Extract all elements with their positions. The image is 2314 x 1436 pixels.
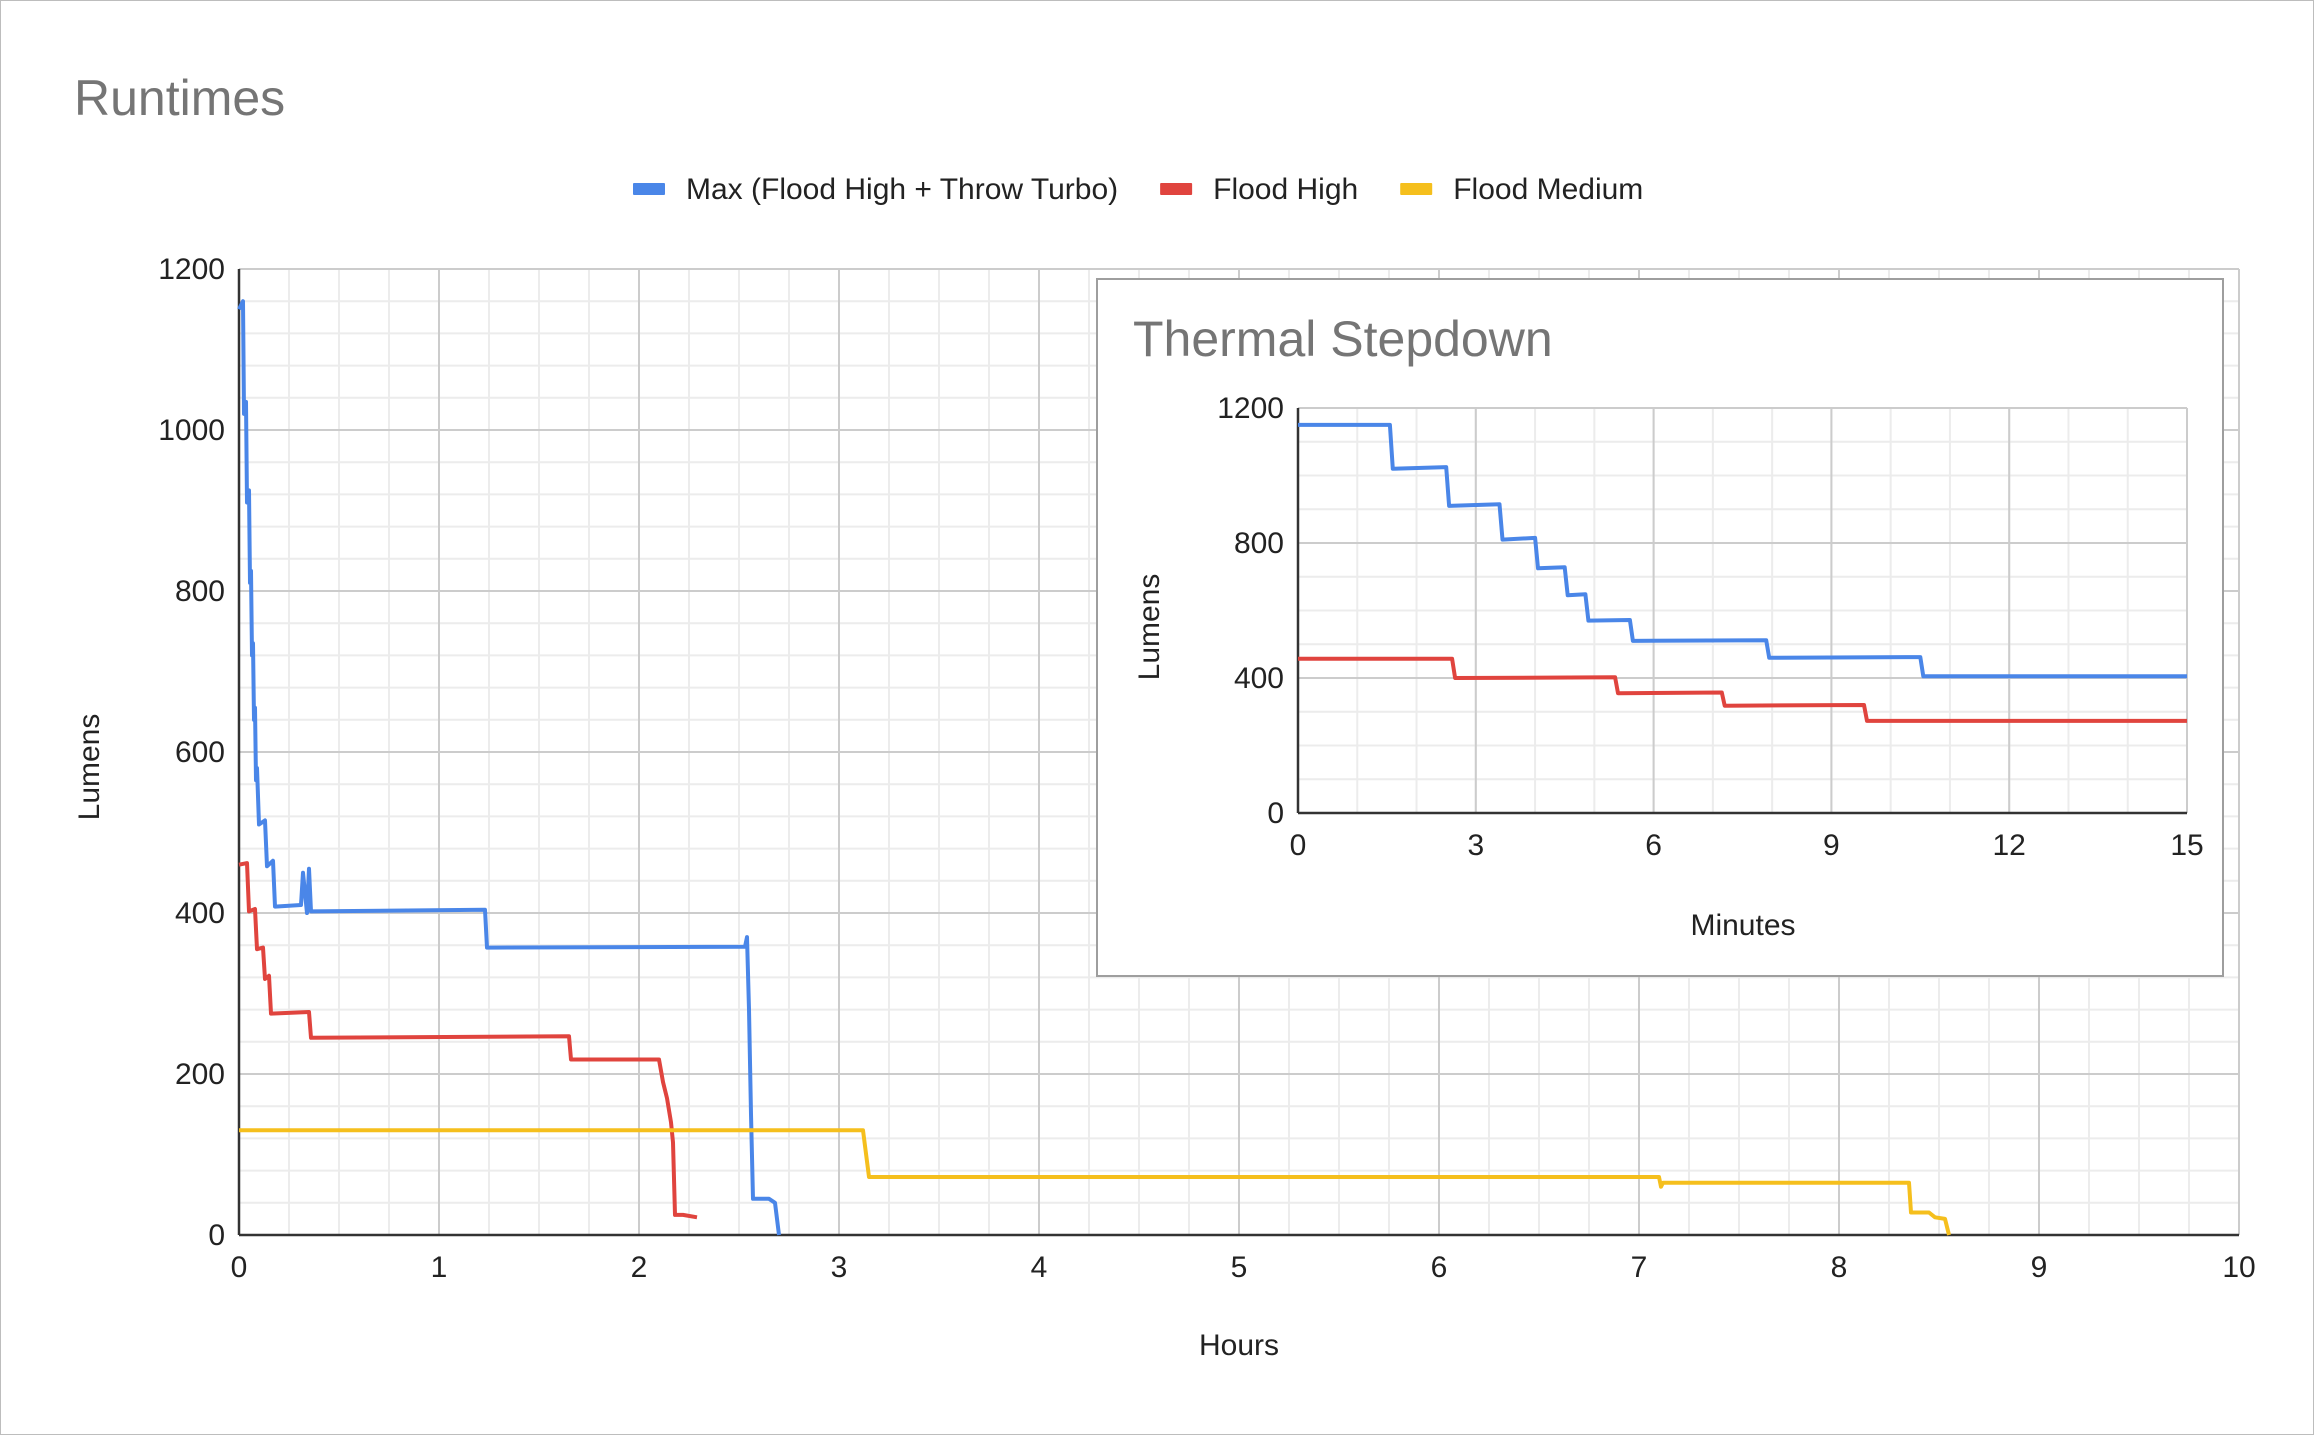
legend-swatch-1 [1160,183,1193,195]
x-tick-label: 6 [1645,829,1662,862]
main-chart-title: Runtimes [74,70,285,126]
legend-label-1: Flood High [1213,173,1358,206]
x-tick-label: 9 [2031,1251,2048,1284]
inset-chart-title: Thermal Stepdown [1133,311,1553,367]
main-series-group [237,299,1951,1236]
x-tick-label: 8 [1831,1251,1848,1284]
y-tick-label: 800 [1234,527,1284,560]
y-tick-label: 800 [175,575,225,608]
x-tick-label: 6 [1431,1251,1448,1284]
x-tick-label: 3 [831,1251,848,1284]
x-tick-label: 9 [1823,829,1840,862]
inset-x-axis-title: Minutes [1690,909,1795,942]
y-tick-label: 0 [1267,797,1284,830]
x-tick-label: 1 [431,1251,448,1284]
inset-gridlines [1296,407,2188,815]
main-y-tick-labels: 0 200 400 600 800 1000 1200 [158,253,225,1252]
y-tick-label: 1000 [158,414,225,447]
x-tick-label: 0 [1290,829,1307,862]
inset-y-tick-labels: 0 400 800 1200 [1217,392,1284,830]
series-line-0 [237,299,781,1236]
y-tick-label: 1200 [158,253,225,286]
x-tick-label: 3 [1467,829,1484,862]
series-line-2 [239,1128,1951,1236]
legend-label-0: Max (Flood High + Throw Turbo) [686,173,1118,206]
x-tick-label: 7 [1631,1251,1648,1284]
inset-series-group [1298,422,2187,723]
y-tick-label: 400 [175,897,225,930]
inset-y-axis-title: Lumens [1133,574,1166,681]
legend: Max (Flood High + Throw Turbo) Flood High… [633,173,1643,206]
x-tick-label: 15 [2170,829,2203,862]
y-tick-label: 400 [1234,662,1284,695]
y-tick-label: 1200 [1217,392,1284,425]
x-tick-label: 0 [231,1251,248,1284]
legend-swatch-2 [1400,183,1433,195]
main-x-tick-labels: 0 1 2 3 4 5 6 7 8 9 10 [231,1251,2256,1284]
legend-swatch-0 [633,183,665,195]
x-tick-label: 12 [1993,829,2026,862]
series-line-0 [1298,422,2187,679]
series-line-1 [1298,656,2187,723]
inset-chart-box [1096,278,2224,977]
x-tick-label: 2 [631,1251,648,1284]
series-line-1 [238,861,698,1220]
y-tick-label: 0 [208,1219,225,1252]
main-gridlines [237,268,2240,1237]
legend-label-2: Flood Medium [1453,173,1643,206]
x-tick-label: 5 [1231,1251,1248,1284]
inset-x-tick-labels: 0 3 6 9 12 15 [1290,829,2204,862]
y-tick-label: 200 [175,1058,225,1091]
x-tick-label: 10 [2222,1251,2255,1284]
main-y-axis-title: Lumens [73,714,106,821]
x-tick-label: 4 [1031,1251,1048,1284]
main-x-axis-title: Hours [1199,1329,1279,1362]
y-tick-label: 600 [175,736,225,769]
